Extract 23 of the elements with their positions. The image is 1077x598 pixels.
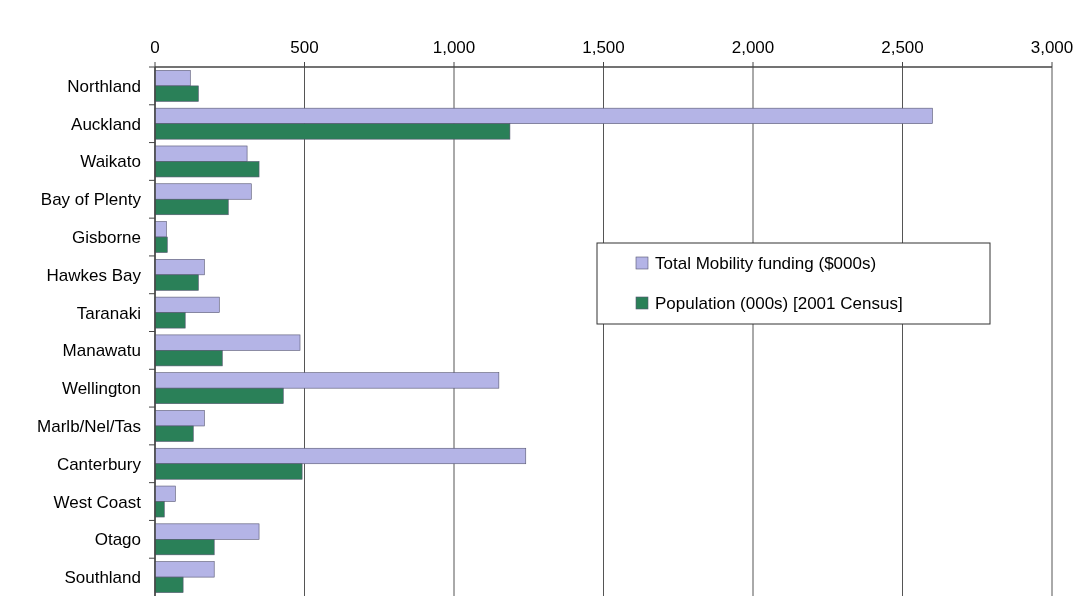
y-tick-label: Waikato bbox=[80, 152, 141, 172]
y-tick-label: Canterbury bbox=[56, 454, 142, 474]
y-tick-label: Marlb/Nel/Tas bbox=[37, 416, 141, 436]
x-tick-label: 2,500 bbox=[881, 38, 924, 57]
y-tick-label: Gisborne bbox=[72, 228, 141, 248]
x-tick-label: 500 bbox=[290, 38, 319, 57]
y-tick-label: West Coast bbox=[53, 492, 142, 512]
y-tick-label: Auckland bbox=[71, 114, 141, 134]
legend-label: Population (000s) [2001 Census] bbox=[655, 294, 903, 313]
y-tick-label: Northland bbox=[67, 76, 141, 96]
y-tick-label: Southland bbox=[64, 568, 141, 588]
x-tick-label: 1,500 bbox=[582, 38, 625, 57]
y-tick-label: Taranaki bbox=[76, 303, 141, 323]
y-tick-label: Bay of Plenty bbox=[40, 190, 142, 210]
x-tick-label: 0 bbox=[150, 38, 160, 57]
y-tick-label: Manawatu bbox=[62, 341, 141, 361]
x-tick-label: 3,000 bbox=[1030, 38, 1074, 57]
x-tick-label: 1,000 bbox=[432, 38, 476, 57]
y-tick-label: Hawkes Bay bbox=[46, 265, 142, 285]
y-tick-label: Otago bbox=[94, 530, 141, 550]
x-tick-label: 2,000 bbox=[731, 38, 775, 57]
legend-label: Total Mobility funding ($000s) bbox=[655, 254, 877, 273]
y-tick-label: Wellington bbox=[61, 379, 141, 399]
